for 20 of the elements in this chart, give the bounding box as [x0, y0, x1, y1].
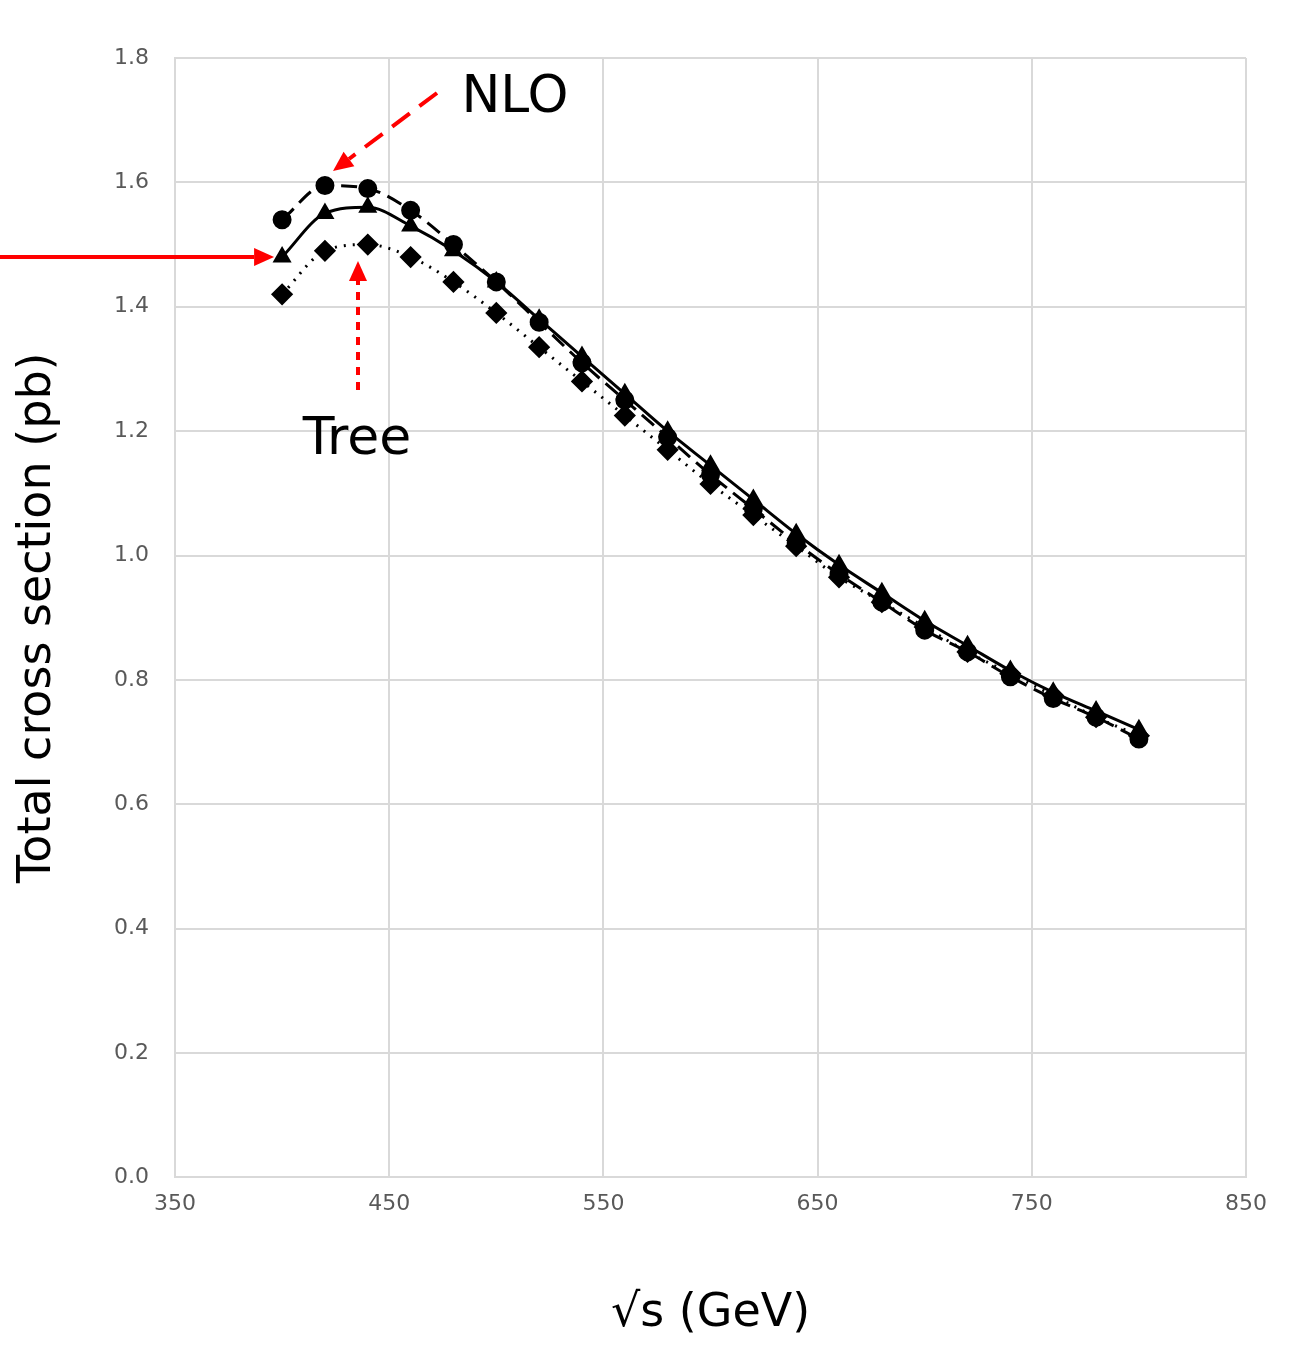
y-tick-label: 0.8	[114, 665, 149, 691]
y-tick-label: 1.2	[114, 416, 149, 442]
y-axis-title: Total cross section (pb)	[6, 352, 61, 884]
x-tick-label: 550	[582, 1190, 625, 1216]
x-axis-title: √s (GeV)	[610, 1283, 811, 1338]
x-tick-label: 850	[1225, 1190, 1267, 1216]
y-tick-label: 1.6	[114, 168, 149, 194]
x-tick-label: 350	[154, 1190, 196, 1216]
annotation: Tree	[301, 405, 412, 466]
y-tick-label: 0.2	[114, 1038, 149, 1064]
y-tick-label: 1.8	[114, 43, 149, 69]
x-tick-label: 750	[1010, 1190, 1053, 1216]
y-tick-label: 0.4	[114, 914, 149, 940]
y-tick-label: 0.0	[114, 1163, 149, 1189]
annotation: NLO	[461, 64, 569, 124]
x-tick-label: 450	[368, 1190, 411, 1216]
y-tick-label: 1.0	[114, 541, 149, 567]
x-tick-label: 650	[796, 1190, 839, 1216]
y-tick-label: 0.6	[114, 789, 149, 815]
y-tick-label: 1.4	[114, 292, 149, 318]
